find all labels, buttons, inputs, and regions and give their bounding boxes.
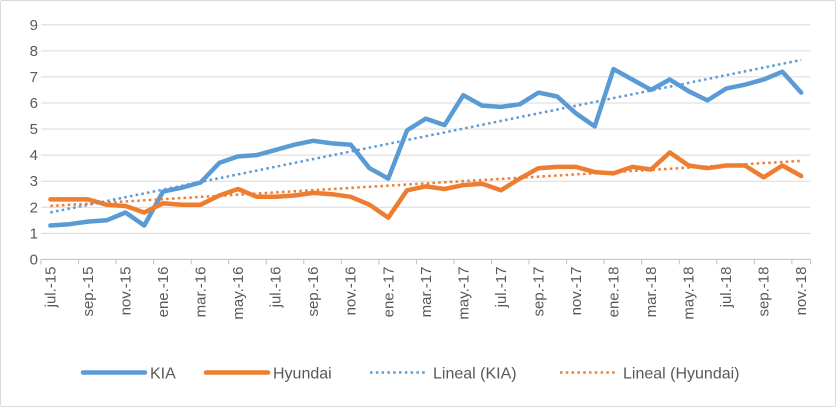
y-axis-label: 1 (30, 225, 38, 242)
legend-item-lineal-kia[interactable]: Lineal (KIA) (370, 366, 517, 383)
x-axis-label: may.-17 (455, 266, 472, 319)
x-axis-label: mar.-17 (418, 267, 435, 318)
x-axis-label: may.-16 (230, 267, 247, 320)
x-axis-label: nov.-15 (117, 267, 134, 316)
x-axis-label: jul.-18 (718, 267, 735, 309)
x-axis-label: sep.-16 (305, 267, 322, 317)
x-axis-label: sep.-15 (80, 267, 97, 317)
legend-label: Hyundai (273, 366, 332, 383)
x-axis-label: sep.-17 (530, 267, 547, 317)
x-axis-label: ene.-18 (606, 267, 623, 318)
x-axis-label: may.-18 (681, 267, 698, 320)
y-axis-label: 6 (30, 95, 38, 112)
x-axis-label: mar.-16 (193, 267, 210, 318)
x-axis-label: jul.-17 (493, 267, 510, 309)
x-axis-label: jul.-15 (42, 267, 59, 309)
y-axis-label: 9 (30, 17, 38, 34)
x-axis-label: sep.-18 (756, 267, 773, 317)
x-axis-label: mar.-18 (643, 267, 660, 318)
x-axis-label: ene.-17 (380, 267, 397, 318)
legend-item-lineal-hyundai[interactable]: Lineal (Hyundai) (560, 366, 740, 383)
y-axis-label: 5 (30, 121, 38, 138)
legend-label: KIA (150, 366, 176, 383)
legend: KIA Hyundai Lineal (KIA) Lineal (Hyundai) (80, 366, 740, 383)
trendline-lineal-hyundai[interactable] (50, 159, 802, 208)
y-axis-label: 3 (30, 173, 38, 190)
x-axis-label: nov.-18 (793, 267, 810, 316)
y-axis-label: 7 (30, 69, 38, 86)
trendline-lineal-kia[interactable] (50, 58, 802, 214)
series-line-hyundai[interactable] (48, 150, 804, 220)
x-axis-label: ene.-16 (155, 267, 172, 318)
y-axis-label: 2 (30, 199, 38, 216)
y-axis-label: 8 (30, 43, 38, 60)
y-axis-label: 0 (30, 251, 38, 268)
legend-item-kia[interactable]: KIA (80, 366, 176, 383)
x-axis-label: nov.-16 (343, 267, 360, 316)
series-line-kia[interactable] (48, 66, 804, 228)
legend-label: Lineal (Hyundai) (623, 366, 740, 383)
x-axis-label: jul.-16 (268, 267, 285, 309)
legend-item-hyundai[interactable]: Hyundai (203, 366, 332, 383)
legend-label: Lineal (KIA) (433, 366, 517, 383)
y-axis-label: 4 (30, 147, 38, 164)
x-axis-label: nov.-17 (568, 267, 585, 316)
